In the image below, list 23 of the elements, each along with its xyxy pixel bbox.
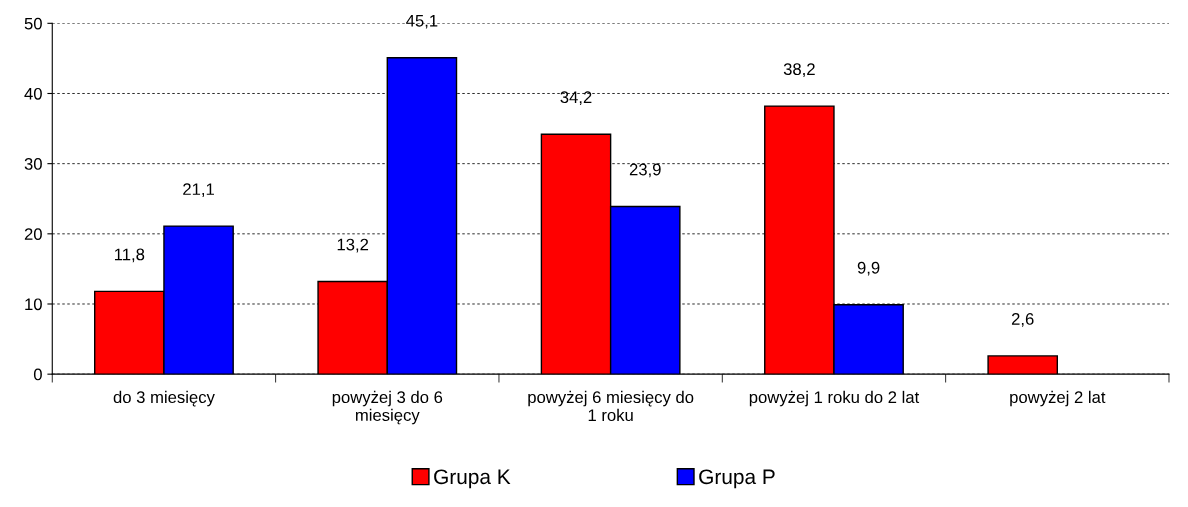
y-tick-label: 40	[24, 87, 42, 100]
legend-label: Grupa P	[699, 469, 775, 489]
y-tick-label: 10	[25, 298, 42, 311]
x-tick-label: powyżej 1 roku do 2 lat	[749, 390, 920, 407]
y-tick-label: 50	[24, 17, 42, 30]
data-label: 13,2	[337, 238, 369, 253]
data-label: 38,2	[783, 63, 815, 78]
data-label: 23,9	[629, 163, 661, 178]
data-label: 11,8	[114, 248, 145, 263]
x-tick-label: powyżej 3 do 6 miesięcy	[332, 390, 443, 425]
data-label: 9,9	[857, 261, 880, 276]
data-label: 2,6	[1011, 313, 1034, 327]
y-tick-label: 20	[24, 228, 42, 241]
data-label: 34,2	[560, 91, 592, 106]
bar	[987, 355, 1059, 375]
data-label: 45,1	[406, 15, 438, 29]
legend-label: Grupa K	[434, 469, 511, 489]
data-label: 21,1	[183, 183, 214, 198]
x-tick-label: powyżej 6 miesięcy do 1 roku	[528, 390, 694, 422]
y-tick-label: 30	[24, 158, 42, 170]
x-tick-label: do 3 miesięcy	[113, 390, 215, 407]
x-tick-label: powyżej 2 lat	[1010, 390, 1106, 407]
y-tick-label: 0	[33, 368, 42, 381]
